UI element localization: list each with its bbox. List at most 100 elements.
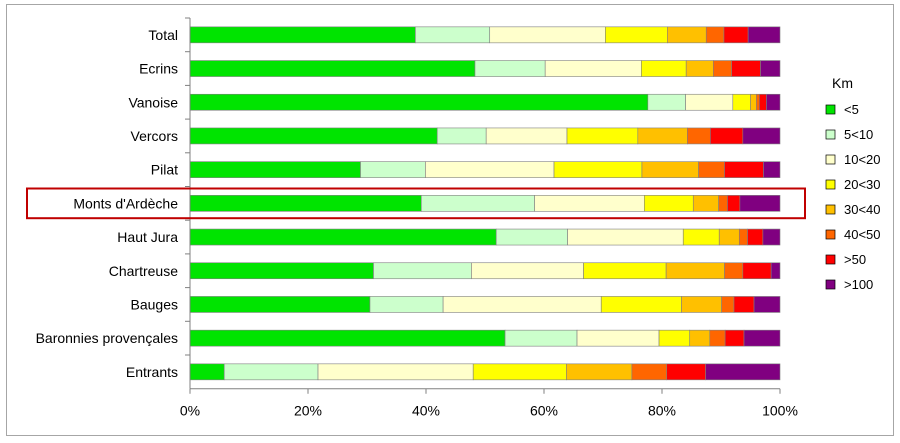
bar-segment-3-1 xyxy=(189,93,649,111)
bar-segment-10-2 xyxy=(504,329,578,347)
bar-segment-11-6 xyxy=(631,363,668,381)
bar-segment-8-8 xyxy=(770,262,781,280)
x-tick-labels: 0% 20% 40% 60% 80% 100% xyxy=(180,403,798,419)
bar-segment-10-8 xyxy=(743,329,781,347)
bar-segment-3-5 xyxy=(750,93,757,111)
legend-label-1: <5 xyxy=(844,102,859,117)
category-label-4: Vercors xyxy=(131,128,178,144)
bar-segment-8-5 xyxy=(665,262,725,280)
legend-swatch-1 xyxy=(825,104,836,115)
axis-layer xyxy=(185,17,781,394)
bar-segment-6-4 xyxy=(643,195,694,212)
bar-segment-1-8 xyxy=(747,26,781,44)
bar-segment-11-7 xyxy=(666,363,706,381)
bar-segment-9-8 xyxy=(753,296,781,313)
legend-label-8: >100 xyxy=(844,277,873,292)
bar-segment-8-4 xyxy=(583,262,667,280)
bar-segment-11-4 xyxy=(472,363,567,381)
legend-swatch-2 xyxy=(825,129,836,140)
bar-segment-11-3 xyxy=(317,363,474,381)
bar-segment-9-6 xyxy=(721,296,735,313)
legend-label-7: >50 xyxy=(844,252,866,267)
bars-layer xyxy=(189,26,781,381)
category-label-3: Vanoise xyxy=(128,94,178,110)
bar-segment-1-1 xyxy=(189,26,416,44)
bar-segment-2-6 xyxy=(713,60,732,77)
bar-segment-7-5 xyxy=(718,228,740,246)
bar-segment-7-1 xyxy=(189,228,497,246)
category-label-1: Total xyxy=(148,27,178,43)
bar-segment-4-7 xyxy=(710,127,744,145)
x-tick-label-6: 100% xyxy=(762,403,798,419)
x-tick-label-4: 60% xyxy=(530,403,558,419)
legend-swatch-5 xyxy=(825,204,836,215)
bar-segment-9-2 xyxy=(369,296,444,313)
bar-segment-1-7 xyxy=(723,26,749,44)
legend-swatch-4 xyxy=(825,179,836,190)
legend-swatch-8 xyxy=(825,279,836,290)
bar-segment-9-7 xyxy=(733,296,755,313)
bar-segment-5-6 xyxy=(698,161,725,178)
bar-segment-2-4 xyxy=(641,60,687,77)
category-label-9: Bauges xyxy=(131,296,178,312)
bar-segment-7-3 xyxy=(567,228,684,246)
highlight-box xyxy=(26,187,806,220)
bar-segment-1-6 xyxy=(705,26,725,44)
bar-segment-2-3 xyxy=(544,60,642,77)
bar-segment-2-7 xyxy=(731,60,761,77)
x-tick-label-5: 80% xyxy=(648,403,676,419)
bar-segment-1-2 xyxy=(415,26,491,44)
bar-segment-4-1 xyxy=(189,127,438,145)
bar-segment-9-1 xyxy=(189,296,371,313)
bar-segment-10-1 xyxy=(189,329,506,347)
bar-segment-2-8 xyxy=(760,60,781,77)
bar-segment-5-1 xyxy=(189,161,361,178)
category-labels: Total Ecrins Vanoise Vercors Pilat Monts d'Ar… xyxy=(36,27,179,380)
legend-title: Km xyxy=(832,75,853,91)
category-label-8: Chartreuse xyxy=(109,263,178,279)
bar-segment-4-3 xyxy=(485,127,568,145)
legend-items: <5 5<10 10<20 20<30 30<40 40<50 >50 >100 xyxy=(825,102,881,292)
x-tick-label-3: 40% xyxy=(412,403,440,419)
bar-segment-10-4 xyxy=(658,329,691,347)
legend-label-5: 30<40 xyxy=(844,202,881,217)
category-label-5: Pilat xyxy=(151,162,178,178)
bar-segment-4-6 xyxy=(687,127,711,145)
legend-label-4: 20<30 xyxy=(844,177,881,192)
bar-segment-5-3 xyxy=(425,161,555,178)
bar-segment-10-3 xyxy=(576,329,660,347)
bar-segment-4-8 xyxy=(742,127,781,145)
legend: Km <5 5<10 10<20 20<30 30<40 40<50 >50 >100 xyxy=(818,72,888,314)
bar-segment-1-5 xyxy=(667,26,707,44)
bar-segment-11-5 xyxy=(566,363,633,381)
bar-segment-9-3 xyxy=(442,296,602,313)
category-label-11: Entrants xyxy=(126,364,178,380)
bar-segment-3-3 xyxy=(685,93,734,111)
bar-segment-11-2 xyxy=(223,363,319,381)
bar-segment-1-3 xyxy=(489,26,606,44)
bar-segment-3-4 xyxy=(732,93,751,111)
bar-segment-8-1 xyxy=(189,262,374,280)
legend-label-6: 40<50 xyxy=(844,227,881,242)
legend-swatch-3 xyxy=(825,154,836,165)
category-label-2: Ecrins xyxy=(139,61,178,77)
bar-segment-8-2 xyxy=(373,262,472,280)
category-label-7: Haut Jura xyxy=(117,229,178,245)
bar-segment-11-8 xyxy=(705,363,781,381)
bar-segment-6-7 xyxy=(727,195,741,212)
bar-segment-1-4 xyxy=(605,26,668,44)
bar-segment-8-7 xyxy=(742,262,772,280)
bar-segment-3-2 xyxy=(647,93,686,111)
bar-segment-9-4 xyxy=(600,296,682,313)
bar-segment-7-8 xyxy=(762,228,781,246)
bar-segment-5-7 xyxy=(724,161,764,178)
bar-segment-4-2 xyxy=(436,127,487,145)
bar-segment-2-2 xyxy=(474,60,546,77)
category-label-10: Baronnies provençales xyxy=(36,330,178,346)
bar-segment-2-1 xyxy=(189,60,476,77)
bar-segment-7-6 xyxy=(738,228,748,246)
bar-segment-11-1 xyxy=(189,363,225,381)
x-tick-label-1: 0% xyxy=(180,403,200,419)
bar-segment-6-3 xyxy=(534,195,645,212)
bar-segment-6-5 xyxy=(692,195,719,212)
